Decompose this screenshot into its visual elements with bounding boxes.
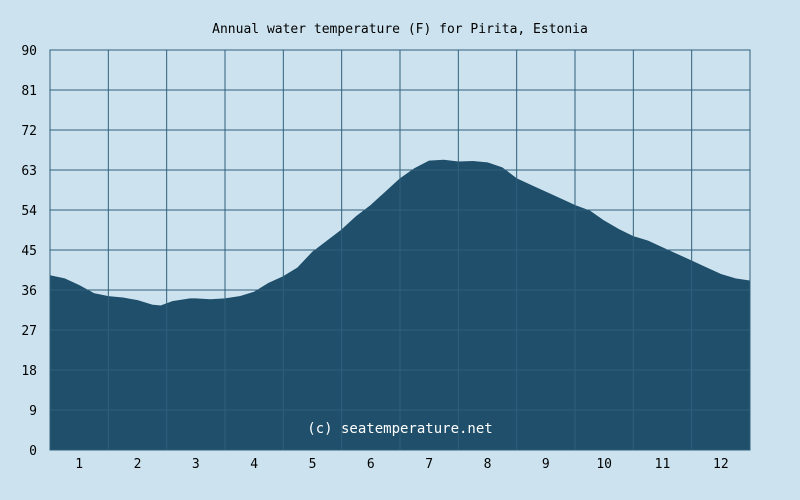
- x-tick-label: 5: [309, 457, 317, 472]
- y-tick-label: 18: [21, 364, 37, 379]
- x-tick-label: 7: [425, 457, 433, 472]
- y-tick-label: 45: [21, 244, 37, 259]
- y-tick-label: 72: [21, 124, 37, 139]
- x-tick-label: 8: [484, 457, 492, 472]
- y-tick-label: 81: [21, 84, 37, 99]
- series-area: [49, 49, 751, 451]
- x-axis: 1 2 3 4 5 6 7 8 9 10 11 12: [75, 457, 728, 472]
- x-tick-label: 6: [367, 457, 375, 472]
- x-tick-label: 2: [134, 457, 142, 472]
- y-tick-label: 90: [21, 44, 37, 59]
- x-tick-label: 12: [713, 457, 729, 472]
- y-axis: 0 9 18 27 36 45 54 63 72 81 90: [21, 44, 37, 459]
- x-tick-label: 4: [250, 457, 258, 472]
- y-tick-label: 36: [21, 284, 37, 299]
- x-tick-label: 3: [192, 457, 200, 472]
- chart-title: Annual water temperature (F) for Pirita,…: [212, 22, 588, 37]
- x-tick-label: 11: [655, 457, 671, 472]
- x-tick-label: 1: [75, 457, 83, 472]
- y-tick-label: 0: [29, 444, 37, 459]
- y-tick-label: 27: [21, 324, 37, 339]
- watermark-text: (c) seatemperature.net: [307, 421, 492, 437]
- y-tick-label: 63: [21, 164, 37, 179]
- y-tick-label: 9: [29, 404, 37, 419]
- x-tick-label: 10: [596, 457, 612, 472]
- x-tick-label: 9: [542, 457, 550, 472]
- plot-border: [49, 49, 751, 451]
- y-tick-label: 54: [21, 204, 37, 219]
